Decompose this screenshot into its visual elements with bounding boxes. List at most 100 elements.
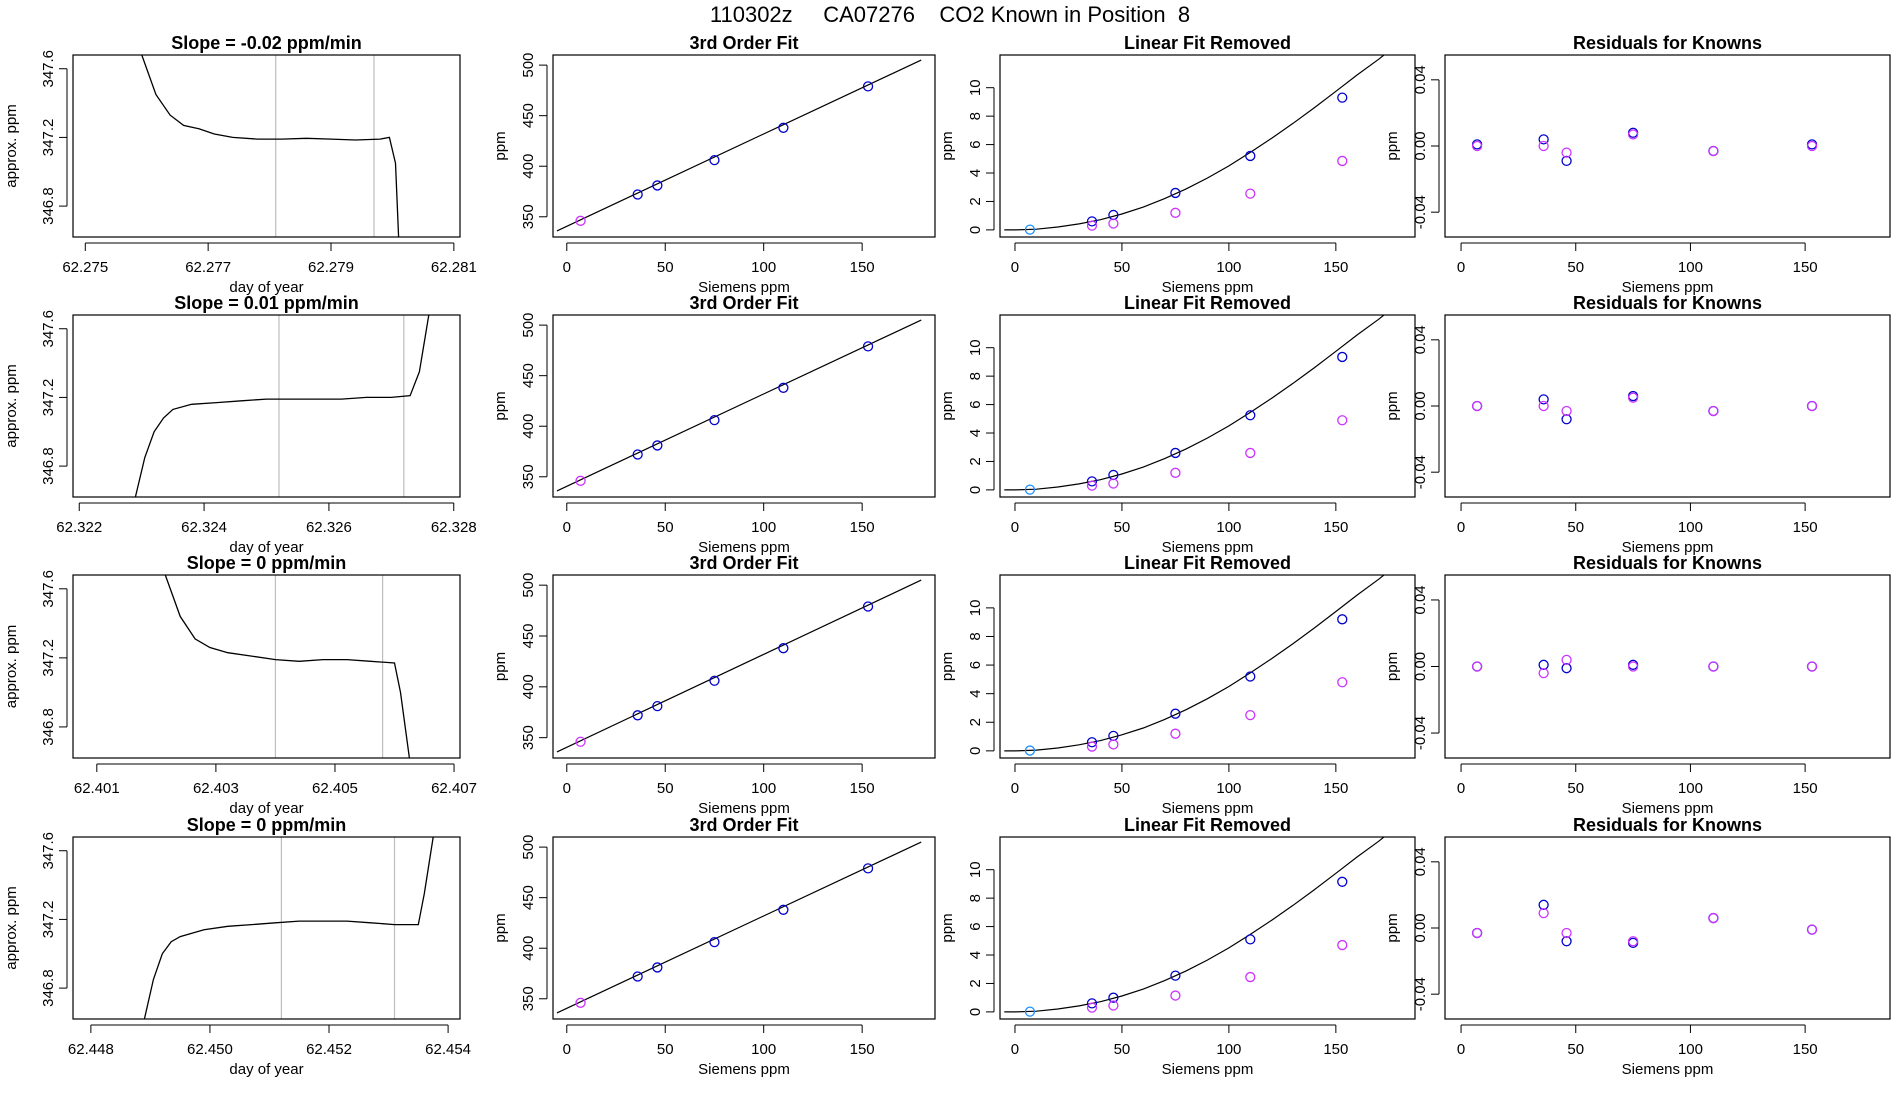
data-point: [1561, 936, 1572, 947]
y-tick-label: 0: [967, 747, 984, 755]
y-tick-label: 4: [967, 169, 984, 177]
x-axis-label: Siemens ppm: [698, 279, 790, 296]
y-tick-label: 346.8: [40, 969, 57, 1007]
series-line: [141, 55, 400, 237]
y-tick-label: 347.2: [40, 639, 57, 677]
data-point: [1561, 155, 1572, 167]
plot-panel: 3rd Order Fit 0 50 100 150 Siemens ppm 350 400 4…: [492, 553, 936, 817]
data-point: [1471, 400, 1483, 412]
x-tick-label: 62.275: [62, 259, 108, 276]
y-tick-label: -0.04: [1412, 716, 1429, 750]
plot-frame: [72, 836, 461, 1020]
y-tick-label: 10: [967, 79, 984, 96]
data-point: [1170, 467, 1181, 478]
x-tick-label: 100: [1216, 259, 1241, 276]
data-point: [1245, 971, 1256, 983]
plot-frame: [999, 54, 1416, 238]
y-axis-label: ppm: [939, 391, 956, 420]
plot-title: 3rd Order Fit: [689, 293, 798, 313]
plot-area: [1471, 390, 1818, 425]
data-point: [652, 701, 663, 712]
series-line: [143, 837, 434, 1019]
x-tick-label: 100: [1216, 780, 1241, 797]
x-tick-label: 62.403: [193, 780, 239, 797]
x-tick-label: 150: [1793, 1041, 1818, 1058]
data-point: [632, 449, 643, 460]
x-tick-label: 150: [1323, 519, 1348, 536]
data-point: [1108, 218, 1119, 229]
x-axis-label: day of year: [229, 1061, 303, 1078]
plot-frame: [1444, 836, 1891, 1020]
data-point: [1561, 927, 1572, 939]
x-tick-label: 50: [1114, 780, 1131, 797]
x-axis-label: Siemens ppm: [1162, 800, 1254, 817]
y-tick-label: 347.2: [40, 379, 57, 417]
data-point: [862, 81, 874, 92]
x-tick-label: 150: [1323, 259, 1348, 276]
plot-frame: [552, 574, 936, 759]
data-point: [1627, 129, 1639, 140]
x-tick-label: 100: [751, 259, 776, 276]
plot-panel: Residuals for Knowns 0 50 100 150 Siemens ppm…: [1384, 33, 1891, 296]
data-point: [1086, 476, 1098, 487]
data-point: [575, 997, 586, 1008]
data-point: [709, 415, 720, 426]
data-point: [1245, 150, 1256, 162]
data-point: [632, 710, 643, 721]
data-point: [1337, 351, 1348, 363]
data-point: [652, 962, 663, 973]
plot-frame: [72, 574, 461, 759]
data-point: [1806, 400, 1818, 412]
data-point: [1108, 992, 1119, 1003]
plot-panel: Residuals for Knowns 0 50 100 150 Siemens ppm…: [1384, 293, 1891, 556]
data-point: [1024, 1006, 1036, 1017]
plot-panel: Residuals for Knowns 0 50 100 150 Siemens ppm…: [1384, 815, 1891, 1078]
y-axis-label: ppm: [1384, 652, 1401, 681]
plot-area: [1004, 55, 1385, 235]
plot-frame: [552, 314, 936, 498]
data-point: [1806, 140, 1818, 152]
x-tick-label: 100: [1678, 519, 1703, 536]
data-point: [1561, 414, 1572, 425]
y-tick-label: 347.6: [40, 50, 57, 88]
plot-title: Residuals for Knowns: [1573, 815, 1762, 835]
data-point: [1170, 728, 1181, 739]
plot-title: Linear Fit Removed: [1124, 553, 1291, 573]
x-axis-label: Siemens ppm: [1162, 1061, 1254, 1078]
y-tick-label: 400: [520, 936, 537, 961]
y-tick-label: 0.04: [1412, 585, 1429, 614]
plot-frame: [1444, 314, 1891, 498]
plot-title: Linear Fit Removed: [1124, 33, 1291, 53]
plot-title: 3rd Order Fit: [689, 815, 798, 835]
y-axis-label: ppm: [1384, 391, 1401, 420]
plot-panel: 3rd Order Fit 0 50 100 150 Siemens ppm 350 400 4…: [492, 33, 936, 296]
data-point: [1538, 899, 1549, 910]
data-point: [1538, 140, 1549, 152]
x-tick-label: 50: [657, 780, 674, 797]
data-point: [1337, 415, 1348, 426]
data-point: [1708, 145, 1719, 157]
y-tick-label: 4: [967, 429, 984, 437]
x-tick-label: 62.279: [308, 259, 354, 276]
plot-area: [1471, 654, 1818, 679]
data-point: [778, 643, 789, 654]
plot-area: [1004, 575, 1385, 756]
data-point: [1170, 990, 1181, 1001]
x-tick-label: 62.454: [425, 1041, 471, 1058]
y-tick-label: 10: [967, 339, 984, 356]
x-tick-label: 50: [1114, 519, 1131, 536]
data-point: [1086, 480, 1098, 491]
plot-area: [1471, 899, 1818, 949]
data-point: [1806, 661, 1818, 672]
plot-panel: 3rd Order Fit 0 50 100 150 Siemens ppm 350 400 4…: [492, 815, 936, 1078]
y-tick-label: 500: [520, 835, 537, 860]
data-point: [1024, 484, 1036, 495]
plot-frame: [999, 836, 1416, 1020]
data-point: [1538, 668, 1549, 679]
data-point: [1337, 939, 1348, 951]
fit-curve: [1004, 575, 1385, 752]
y-tick-label: 2: [967, 718, 984, 726]
y-axis-label: ppm: [492, 131, 509, 160]
plot-area: [556, 841, 922, 1014]
y-axis-label: approx. ppm: [3, 625, 20, 708]
